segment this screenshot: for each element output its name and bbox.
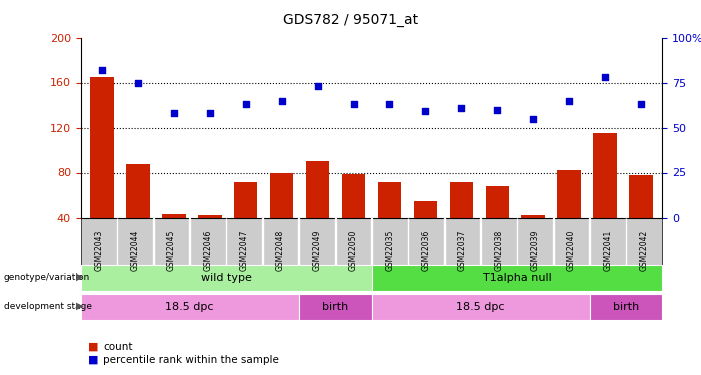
Text: GSM22037: GSM22037 bbox=[458, 230, 467, 271]
Text: percentile rank within the sample: percentile rank within the sample bbox=[103, 355, 279, 365]
Text: GSM22048: GSM22048 bbox=[276, 230, 285, 271]
Point bbox=[204, 110, 215, 116]
Bar bbox=[198, 215, 222, 262]
Text: ▶: ▶ bbox=[76, 272, 83, 282]
Bar bbox=[629, 175, 653, 262]
Text: GSM22044: GSM22044 bbox=[130, 230, 139, 271]
Point bbox=[528, 116, 539, 122]
Text: 18.5 dpc: 18.5 dpc bbox=[165, 302, 214, 312]
Text: T1alpha null: T1alpha null bbox=[482, 273, 552, 283]
Point bbox=[348, 101, 359, 107]
Bar bbox=[163, 214, 186, 262]
Point bbox=[384, 101, 395, 107]
Bar bbox=[90, 77, 114, 262]
Bar bbox=[449, 182, 473, 262]
Point bbox=[491, 106, 503, 112]
Text: ▶: ▶ bbox=[76, 301, 83, 311]
Point bbox=[312, 83, 323, 89]
Text: wild type: wild type bbox=[200, 273, 252, 283]
Bar bbox=[306, 161, 329, 262]
Text: GSM22036: GSM22036 bbox=[421, 230, 430, 271]
Bar bbox=[234, 182, 257, 262]
Text: ■: ■ bbox=[88, 355, 98, 365]
Bar bbox=[270, 172, 294, 262]
Bar bbox=[557, 170, 580, 262]
Text: GSM22042: GSM22042 bbox=[640, 230, 648, 271]
Text: GSM22046: GSM22046 bbox=[203, 230, 212, 271]
Point bbox=[420, 108, 431, 114]
Bar bbox=[593, 133, 617, 262]
Text: GSM22040: GSM22040 bbox=[567, 230, 576, 271]
Text: genotype/variation: genotype/variation bbox=[4, 273, 90, 282]
Bar bbox=[126, 164, 150, 262]
Text: GSM22038: GSM22038 bbox=[494, 230, 503, 271]
Text: 18.5 dpc: 18.5 dpc bbox=[456, 302, 505, 312]
Point bbox=[168, 110, 179, 116]
Text: GSM22043: GSM22043 bbox=[95, 230, 103, 271]
Point bbox=[599, 74, 611, 80]
Bar bbox=[522, 215, 545, 262]
Point bbox=[132, 80, 144, 86]
Text: development stage: development stage bbox=[4, 302, 92, 311]
Point bbox=[276, 98, 287, 104]
Text: GSM22045: GSM22045 bbox=[167, 230, 176, 271]
Bar bbox=[414, 201, 437, 262]
Point bbox=[240, 101, 252, 107]
Text: GSM22039: GSM22039 bbox=[531, 230, 540, 271]
Point bbox=[635, 101, 646, 107]
Text: GSM22047: GSM22047 bbox=[240, 230, 249, 271]
Point bbox=[564, 98, 575, 104]
Bar bbox=[486, 186, 509, 262]
Text: birth: birth bbox=[322, 302, 348, 312]
Bar bbox=[342, 174, 365, 262]
Text: GSM22050: GSM22050 bbox=[349, 230, 358, 271]
Point bbox=[456, 105, 467, 111]
Text: GSM22049: GSM22049 bbox=[313, 230, 322, 271]
Point bbox=[97, 67, 108, 73]
Text: GSM22035: GSM22035 bbox=[386, 230, 394, 271]
Text: ■: ■ bbox=[88, 342, 98, 352]
Text: birth: birth bbox=[613, 302, 639, 312]
Text: count: count bbox=[103, 342, 132, 352]
Bar bbox=[378, 182, 401, 262]
Text: GDS782 / 95071_at: GDS782 / 95071_at bbox=[283, 13, 418, 27]
Text: GSM22041: GSM22041 bbox=[604, 230, 613, 271]
